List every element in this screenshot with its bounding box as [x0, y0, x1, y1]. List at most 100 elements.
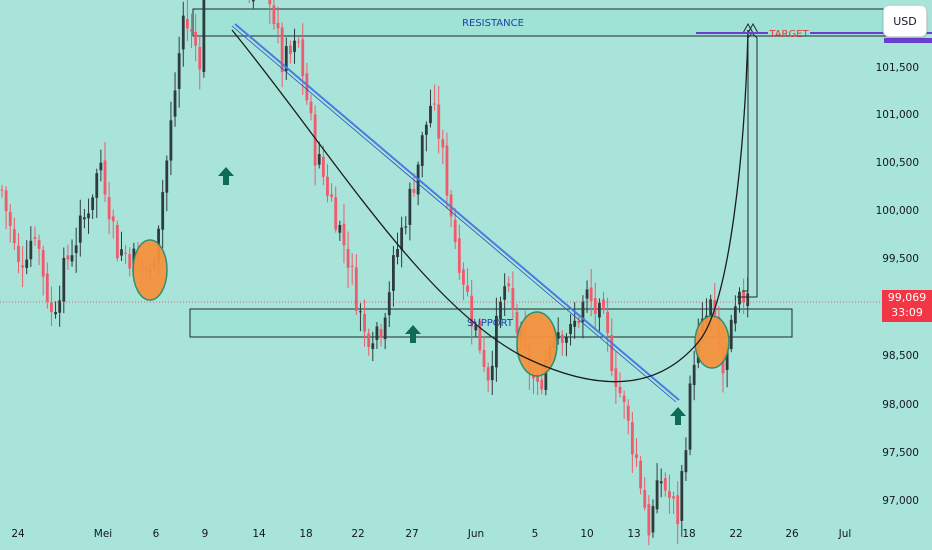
- candle-body: [643, 490, 647, 508]
- y-tick-label: 97,000: [882, 495, 919, 507]
- candle: [482, 336, 486, 372]
- candle: [198, 35, 202, 90]
- candle-body: [12, 229, 16, 244]
- candle-body: [321, 156, 325, 177]
- candle: [120, 231, 123, 261]
- candle-body: [738, 291, 741, 305]
- candle-body: [606, 311, 610, 333]
- support-zone: [189, 308, 793, 338]
- y-tick-label: 100,500: [876, 157, 919, 169]
- y-tick-label: 97,500: [882, 447, 919, 459]
- candle-body: [202, 0, 206, 72]
- candle-body: [490, 365, 494, 381]
- candle-body: [342, 223, 346, 246]
- candle: [577, 316, 581, 329]
- candle-body: [334, 197, 338, 230]
- projection-arrowhead: [747, 22, 759, 34]
- candle-body: [165, 160, 169, 193]
- x-tick-label: 10: [580, 528, 593, 540]
- cup-curve: [231, 29, 749, 383]
- candle-body: [659, 481, 663, 484]
- candle-body: [725, 346, 729, 371]
- candle-body: [33, 237, 37, 239]
- candle: [429, 89, 432, 128]
- candle-body: [8, 211, 12, 226]
- candle: [392, 246, 395, 307]
- highlight-circle: [132, 239, 168, 301]
- candle: [490, 350, 494, 395]
- candle: [181, 1, 185, 67]
- candle-body: [169, 120, 173, 161]
- candle: [169, 101, 173, 176]
- y-tick-label: 99,500: [882, 253, 919, 265]
- candle: [350, 253, 354, 285]
- candle: [602, 291, 605, 315]
- candle: [680, 464, 684, 537]
- candle: [655, 463, 659, 514]
- candle-body: [251, 0, 255, 2]
- candle: [668, 474, 671, 514]
- candle: [503, 273, 507, 317]
- candle-body: [120, 249, 123, 256]
- candle-body: [663, 478, 667, 491]
- candle-body: [83, 217, 86, 220]
- candle: [78, 199, 82, 257]
- y-tick-label: 100,000: [876, 205, 919, 217]
- candle-body: [107, 197, 111, 220]
- candle: [359, 303, 362, 332]
- resistance-zone: [192, 8, 890, 37]
- y-tick-label: 98,000: [882, 399, 919, 411]
- candle-body: [729, 319, 733, 350]
- candle: [569, 314, 572, 346]
- candle: [589, 268, 593, 317]
- candle-body: [194, 32, 198, 46]
- candle-body: [733, 306, 737, 324]
- candle-body: [354, 267, 358, 311]
- candle-body: [556, 332, 560, 339]
- x-tick-label: 27: [405, 528, 418, 540]
- candle-body: [602, 299, 605, 311]
- candle-body: [392, 255, 395, 291]
- candle: [95, 168, 99, 218]
- candle-body: [289, 45, 292, 54]
- candle-body: [482, 349, 486, 367]
- candle-body: [585, 289, 589, 299]
- candle-body: [672, 496, 675, 499]
- resistance-label: RESISTANCE: [462, 18, 524, 29]
- candle: [441, 129, 445, 165]
- candle-body: [581, 301, 585, 322]
- candle: [462, 262, 465, 301]
- candle: [161, 179, 165, 249]
- x-tick-label: Jun: [467, 528, 484, 540]
- candle: [301, 23, 305, 96]
- candle: [404, 216, 408, 235]
- candle: [165, 155, 169, 212]
- candle: [83, 208, 86, 229]
- candle: [25, 240, 29, 275]
- candle: [449, 190, 453, 228]
- candle: [202, 0, 206, 78]
- candle-body: [441, 139, 445, 148]
- candle-body: [284, 46, 288, 72]
- candle-body: [66, 255, 70, 260]
- candle-body: [544, 359, 548, 390]
- candle: [334, 186, 338, 233]
- candle-body: [0, 189, 4, 191]
- x-tick-label: 24: [11, 528, 25, 540]
- candle: [379, 323, 383, 347]
- candle-body: [610, 335, 614, 371]
- currency-button[interactable]: USD: [883, 5, 927, 37]
- x-tick-label: Mei: [94, 528, 112, 540]
- candle-body: [359, 311, 362, 313]
- descending-trendline: [234, 23, 680, 401]
- candle-body: [87, 213, 90, 219]
- candle-body: [297, 41, 301, 43]
- candle-body: [91, 197, 95, 210]
- candle: [37, 234, 41, 266]
- candle: [0, 184, 4, 198]
- candle-body: [313, 114, 317, 166]
- candle: [688, 375, 692, 456]
- candle-body: [412, 189, 416, 193]
- candle: [293, 28, 296, 64]
